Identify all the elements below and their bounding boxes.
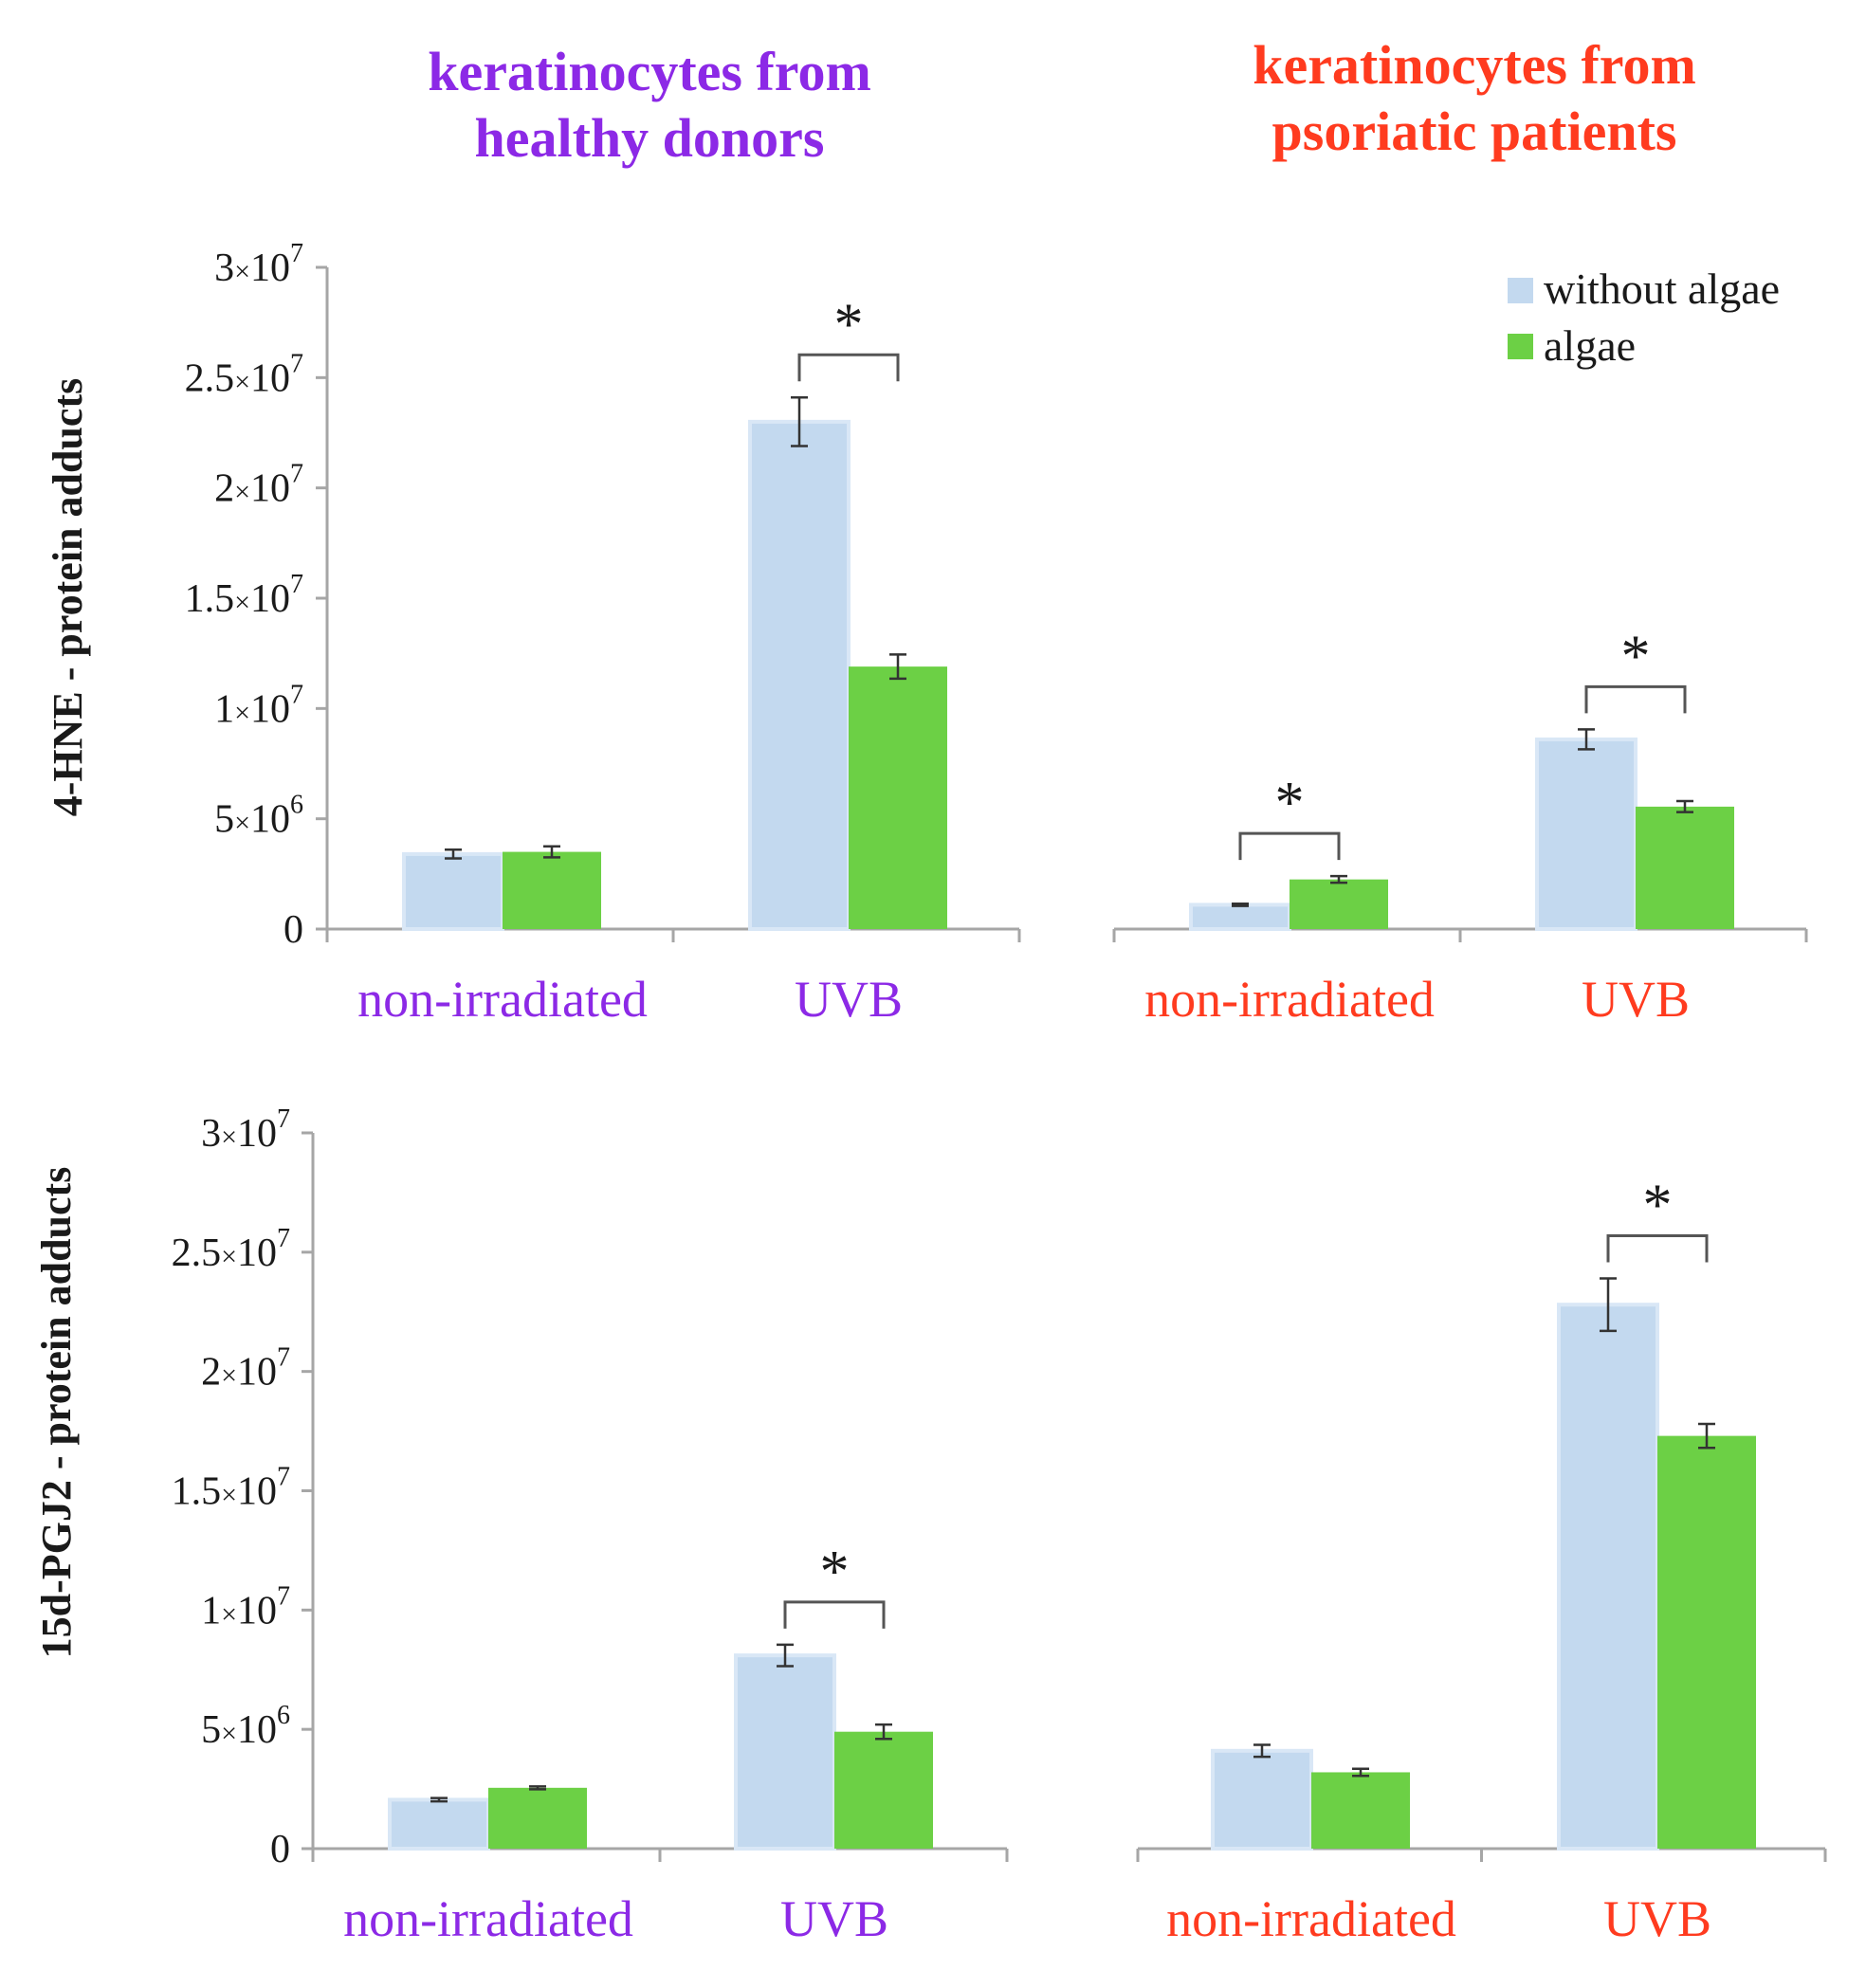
y-tick-label: 2.5×107 bbox=[172, 1224, 290, 1275]
category-label: UVB bbox=[1582, 971, 1690, 1028]
legend-swatch-without-algae bbox=[1508, 278, 1533, 303]
bar-algae bbox=[1657, 1435, 1756, 1849]
significance-bracket bbox=[1606, 1234, 1709, 1263]
legend: without algae algae bbox=[1508, 264, 1780, 370]
y-tick-label: 5×106 bbox=[214, 791, 303, 842]
significance-star: * bbox=[1275, 771, 1305, 835]
category-label: UVB bbox=[795, 971, 903, 1028]
bar-without-algae bbox=[388, 1797, 490, 1851]
category-label: non-irradiated bbox=[1166, 1890, 1456, 1947]
significance-star: * bbox=[834, 292, 864, 356]
significance-bracket bbox=[783, 1600, 886, 1629]
panel-bottom-left: 0 5×106 1×107 1.5×107 2×107 2.5×107 3×107 non-i… bbox=[172, 1104, 1009, 1947]
significance-star: * bbox=[1621, 624, 1651, 688]
title-psoriatic-line2: psoriatic patients bbox=[1272, 100, 1677, 162]
bar-algae bbox=[849, 666, 947, 929]
y-tick-label: 5×106 bbox=[201, 1701, 290, 1752]
y-tick-label: 2×107 bbox=[201, 1343, 290, 1395]
panel-top-left: 0 5×106 1×107 1.5×107 2×107 2.5×107 3×107 non-i… bbox=[185, 239, 1021, 1028]
y-tick-label: 2.5×107 bbox=[185, 349, 303, 400]
bar-algae bbox=[503, 851, 601, 929]
y-tick-label: 1×107 bbox=[214, 680, 303, 731]
category-label: UVB bbox=[780, 1890, 888, 1947]
significance-bracket bbox=[1584, 684, 1687, 714]
bar-without-algae bbox=[1211, 1748, 1313, 1851]
bar-without-algae bbox=[1189, 903, 1291, 932]
category-label: non-irradiated bbox=[357, 971, 648, 1028]
title-psoriatic-line1: keratinocytes from bbox=[1253, 34, 1696, 96]
panel-top-right: non-irradiated UVB * * bbox=[1112, 624, 1808, 1028]
title-healthy-line2: healthy donors bbox=[474, 107, 824, 169]
y-tick-label: 1×107 bbox=[201, 1581, 290, 1632]
category-label: UVB bbox=[1603, 1890, 1711, 1947]
y-tick-label: 1.5×107 bbox=[172, 1463, 290, 1514]
category-label: non-irradiated bbox=[343, 1890, 633, 1947]
title-healthy-line1: keratinocytes from bbox=[428, 41, 871, 102]
bar-without-algae bbox=[1557, 1303, 1659, 1851]
significance-bracket bbox=[1238, 831, 1341, 861]
y-tick-label: 0 bbox=[270, 1828, 290, 1871]
legend-label-algae: algae bbox=[1544, 321, 1636, 370]
bar-without-algae bbox=[734, 1653, 836, 1851]
chart-layer: 0 5×106 1×107 1.5×107 2×107 2.5×107 3×107 non-i… bbox=[172, 239, 1827, 1947]
significance-bracket bbox=[797, 353, 900, 382]
y-tick-label: 1.5×107 bbox=[185, 570, 303, 621]
y-tick-label: 2×107 bbox=[214, 460, 303, 511]
significance-star: * bbox=[820, 1540, 850, 1604]
bar-algae bbox=[834, 1731, 933, 1849]
legend-swatch-algae bbox=[1508, 334, 1533, 359]
bar-algae bbox=[1636, 806, 1734, 929]
bar-algae bbox=[488, 1787, 587, 1849]
legend-label-without-algae: without algae bbox=[1544, 264, 1780, 313]
significance-star: * bbox=[1643, 1174, 1673, 1238]
bar-algae bbox=[1311, 1772, 1410, 1849]
bar-without-algae bbox=[748, 419, 851, 932]
y-tick-label: 3×107 bbox=[214, 239, 303, 290]
ylabel-top: 4-HNE - protein adducts bbox=[45, 378, 91, 816]
y-tick-label: 3×107 bbox=[201, 1104, 290, 1156]
category-label: non-irradiated bbox=[1144, 971, 1435, 1028]
bar-without-algae bbox=[1535, 737, 1637, 932]
panel-bottom-right: non-irradiated UVB * bbox=[1136, 1174, 1827, 1947]
ylabel-bottom: 15d-PGJ2 - protein adducts bbox=[33, 1167, 80, 1659]
y-tick-label: 0 bbox=[284, 908, 303, 952]
bar-algae bbox=[1290, 879, 1388, 929]
bar-without-algae bbox=[402, 851, 504, 931]
